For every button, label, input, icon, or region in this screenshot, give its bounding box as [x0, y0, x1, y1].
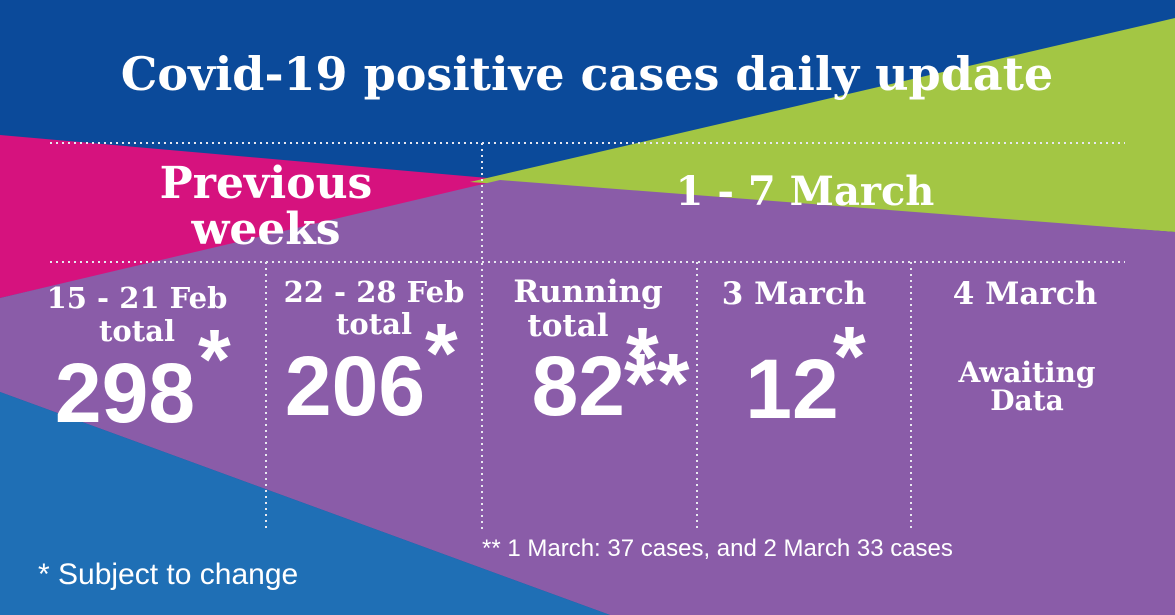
column-heading: total [527, 308, 608, 344]
status: Awaiting [958, 356, 1096, 389]
footnote: ** 1 March: 37 cases, and 2 March 33 cas… [482, 535, 953, 562]
asterisk: ** [624, 336, 690, 430]
footnote: * Subject to change [38, 558, 298, 591]
column-heading: total [336, 307, 412, 341]
case-count: 298 [55, 346, 195, 440]
case-count: 12 [745, 342, 838, 436]
magenta-shape [0, 135, 510, 298]
group-label: Previous [160, 158, 373, 209]
asterisk: * [198, 312, 231, 406]
asterisk: * [833, 309, 866, 403]
column-heading: 15 - 21 Feb [47, 281, 228, 315]
column-heading: Running [513, 274, 662, 310]
column-heading: 22 - 28 Feb [284, 275, 465, 309]
column-heading: total [99, 314, 175, 348]
case-count: 206 [285, 339, 425, 433]
column-heading: 3 March [722, 276, 867, 312]
purple-shape [0, 180, 1175, 615]
asterisk: * [425, 306, 458, 400]
green-shape [470, 18, 1175, 232]
title: Covid-19 positive cases daily update [121, 47, 1053, 101]
group-label: weeks [190, 204, 340, 255]
column-heading: 4 March [953, 276, 1098, 312]
status: Data [990, 384, 1064, 417]
case-count: 82 [532, 339, 625, 433]
group-label: 1 - 7 March [676, 168, 935, 215]
asterisk: * [626, 310, 659, 404]
blue-shape [0, 392, 610, 615]
